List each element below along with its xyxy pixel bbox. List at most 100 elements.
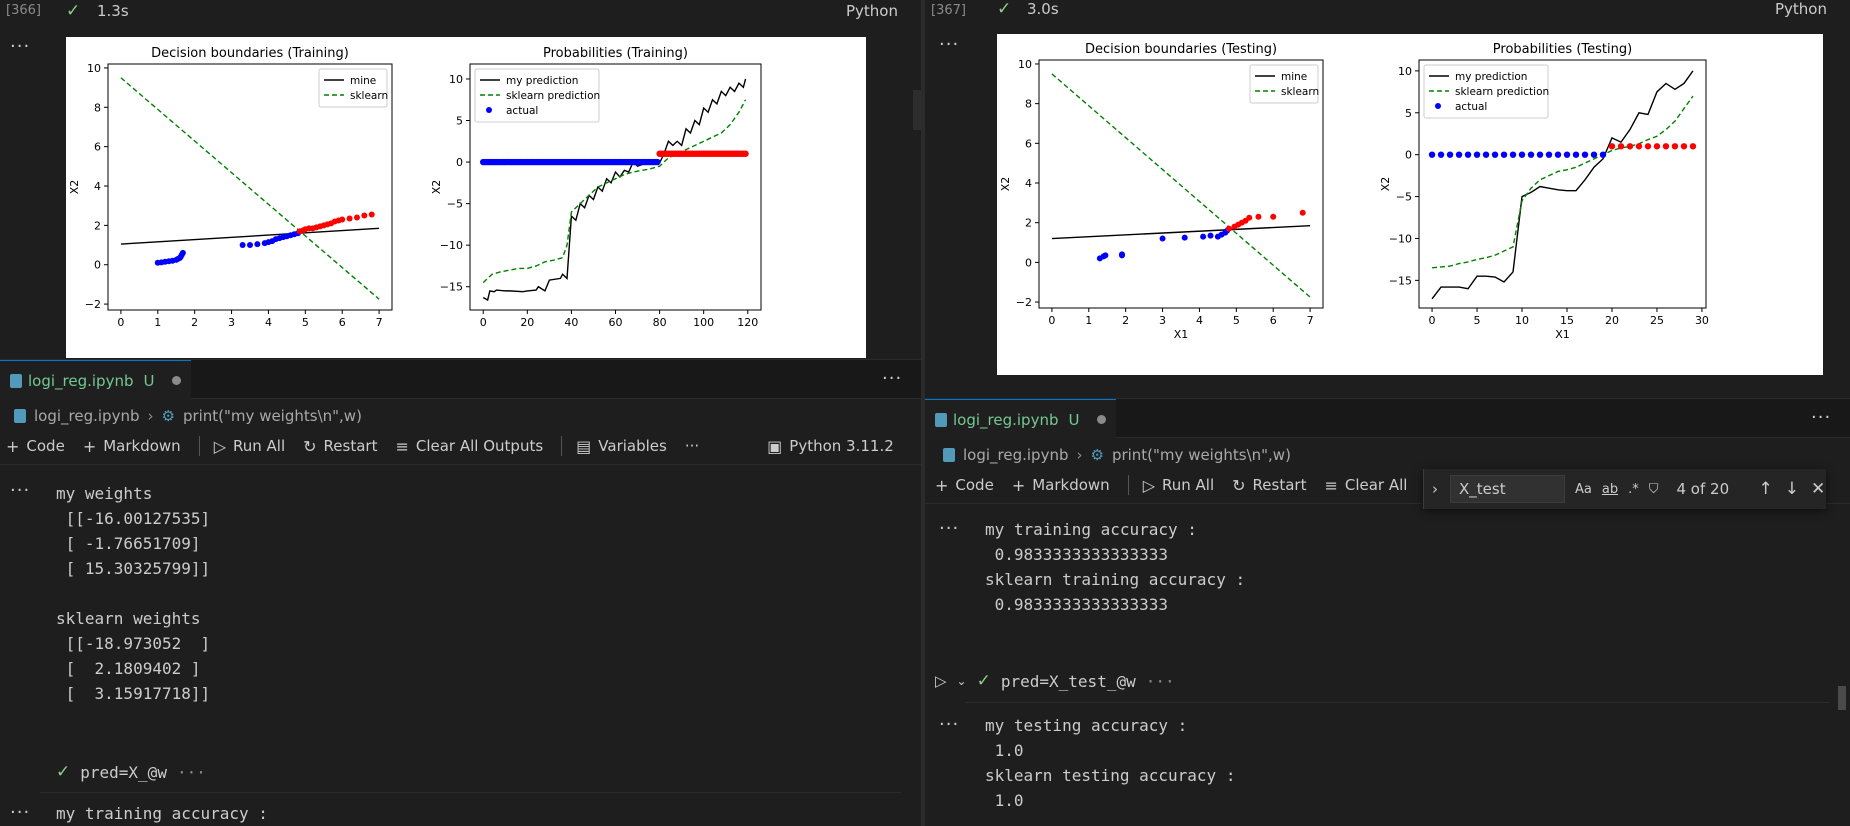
- cell-language[interactable]: Python: [1775, 0, 1827, 18]
- x-tick-label: 4: [1196, 314, 1203, 327]
- more-icon[interactable]: ···: [1145, 671, 1175, 691]
- actual-point: [1680, 143, 1688, 150]
- x-tick-label: 2: [1122, 314, 1129, 327]
- more-icon[interactable]: ···: [10, 480, 31, 501]
- variables-button[interactable]: ▤ Variables: [576, 437, 667, 456]
- run-all-label: Run All: [1162, 476, 1215, 494]
- run-all-button[interactable]: ▷ Run All: [1143, 476, 1214, 495]
- run-all-label: Run All: [233, 437, 286, 455]
- toolbar-divider: [1127, 475, 1129, 495]
- match-word-button[interactable]: ab: [1601, 481, 1619, 497]
- clear-outputs-button[interactable]: ≡ Clear All Outputs: [395, 437, 543, 456]
- y-axis-label: X2: [999, 177, 1012, 192]
- tab-logi-reg[interactable]: logi_reg.ipynb U: [0, 360, 192, 400]
- chevron-right-icon: ›: [147, 407, 154, 425]
- add-markdown-button[interactable]: + Markdown: [1012, 476, 1110, 495]
- arrow-down-icon[interactable]: ↓: [1784, 479, 1799, 499]
- add-markdown-button[interactable]: + Markdown: [83, 437, 181, 456]
- filter-icon[interactable]: ⛉: [1648, 481, 1659, 497]
- plot-area: [120, 77, 380, 300]
- chart-title: Probabilities (Testing): [1493, 42, 1632, 57]
- arrow-up-icon[interactable]: ↑: [1758, 479, 1773, 499]
- legend-entry: actual: [506, 105, 538, 117]
- scrollbar[interactable]: [913, 90, 921, 130]
- match-case-button[interactable]: Aa: [1575, 481, 1592, 497]
- more-icon[interactable]: ···: [882, 368, 903, 389]
- chevron-right-icon[interactable]: ›: [1432, 480, 1438, 498]
- clear-outputs-label: Clear All: [1344, 476, 1408, 494]
- clear-outputs-button[interactable]: ≡ Clear All: [1324, 476, 1407, 495]
- chart-probabilities-testing: Probabilities (Testing) 0 5 10 15 20 25 30 −15 −1…: [1379, 42, 1709, 341]
- regex-button[interactable]: .*: [1628, 481, 1639, 497]
- toolbar-divider: [198, 436, 200, 456]
- y-tick-label: −10: [1389, 232, 1412, 245]
- find-input[interactable]: X_test: [1450, 475, 1565, 503]
- more-icon[interactable]: ···: [10, 802, 31, 823]
- run-all-button[interactable]: ▷ Run All: [214, 437, 285, 456]
- x-tick-label: 7: [376, 316, 383, 329]
- add-code-button[interactable]: + Code: [935, 476, 994, 495]
- find-widget: › X_test Aa ab .* ⛉ 4 of 20 ↑ ↓ ✕: [1423, 469, 1826, 509]
- x-tick-label: 100: [693, 316, 714, 329]
- plot-frame: [1038, 59, 1324, 309]
- collapsed-cell-pred[interactable]: ✓ pred=X_@w ···: [56, 762, 206, 782]
- chevron-down-icon[interactable]: ⌄: [956, 674, 967, 688]
- more-icon[interactable]: ···: [684, 437, 700, 455]
- toolbar-separator: [0, 464, 921, 465]
- breadcrumb-file[interactable]: logi_reg.ipynb: [963, 446, 1069, 464]
- run-cell-icon[interactable]: ▷: [935, 672, 947, 690]
- actual-point: [1644, 143, 1652, 150]
- breadcrumb-symbol[interactable]: print("my weights\n",w): [182, 407, 362, 425]
- plus-icon: +: [935, 475, 949, 495]
- actual-point: [1545, 151, 1553, 158]
- actual-point: [1554, 151, 1562, 158]
- legend-entry: actual: [1455, 101, 1487, 113]
- more-icon[interactable]: ···: [939, 518, 960, 539]
- more-icon[interactable]: ···: [176, 762, 206, 782]
- restart-label: Restart: [1252, 476, 1307, 494]
- more-icon[interactable]: ···: [10, 36, 31, 57]
- collapsed-cell-pred-test[interactable]: ▷ ⌄ ✓ pred=X_test_@w ···: [935, 671, 1175, 691]
- more-icon[interactable]: ···: [939, 714, 960, 735]
- legend-entry: sklearn: [1281, 86, 1319, 98]
- notebook-toolbar: + Code + Markdown ▷ Run All ↻ Restart ≡ Clear…: [6, 430, 921, 462]
- data-point: [346, 215, 353, 222]
- cell-language[interactable]: Python: [846, 2, 898, 20]
- chart-decision-boundaries-training: Decision boundaries (Training) 0 1 2 3 4 5 6 7 −2…: [68, 46, 393, 329]
- unsaved-dot-icon[interactable]: [172, 376, 182, 385]
- y-tick-label: −15: [1389, 274, 1412, 287]
- execution-duration: 1.3s: [97, 2, 129, 20]
- actual-point: [1590, 151, 1598, 158]
- more-icon[interactable]: ···: [1811, 407, 1832, 428]
- x-tick-label: 60: [609, 316, 623, 329]
- scrollbar[interactable]: [1838, 686, 1846, 710]
- restart-button[interactable]: ↻ Restart: [303, 437, 377, 456]
- split-divider[interactable]: [921, 0, 925, 826]
- kernel-icon: ▣: [767, 436, 783, 456]
- tab-status: U: [143, 371, 155, 390]
- restart-button[interactable]: ↻ Restart: [1232, 476, 1306, 495]
- check-icon: ✓: [976, 671, 991, 691]
- breadcrumb-file[interactable]: logi_reg.ipynb: [34, 407, 140, 425]
- y-tick-label: 4: [94, 180, 101, 193]
- unsaved-dot-icon[interactable]: [1097, 415, 1107, 424]
- kernel-picker[interactable]: ▣ Python 3.11.2: [767, 437, 894, 456]
- y-tick-label: −15: [440, 281, 463, 294]
- tab-logi-reg[interactable]: logi_reg.ipynb U: [925, 399, 1117, 439]
- breadcrumb-symbol[interactable]: print("my weights\n",w): [1111, 446, 1291, 464]
- y-axis-label: X2: [1379, 177, 1392, 192]
- data-point: [368, 211, 375, 218]
- legend-entry: my prediction: [506, 75, 578, 87]
- actual-point: [1500, 151, 1508, 158]
- more-icon[interactable]: ···: [939, 34, 960, 55]
- data-point: [1299, 209, 1306, 216]
- add-code-button[interactable]: + Code: [6, 437, 65, 456]
- x-tick-label: 0: [1048, 314, 1055, 327]
- execution-duration: 3.0s: [1027, 0, 1059, 18]
- legend-entry: sklearn prediction: [506, 90, 600, 102]
- legend-box: [474, 68, 600, 123]
- notebook-icon: [943, 448, 955, 462]
- cell-code: pred=X_@w: [80, 762, 167, 782]
- notebook-icon: [935, 412, 947, 427]
- close-icon[interactable]: ✕: [1810, 479, 1826, 499]
